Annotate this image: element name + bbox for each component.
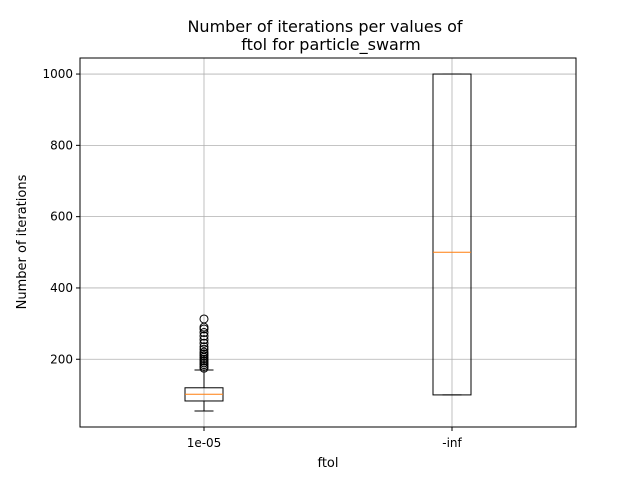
chart-title-line-2: ftol for particle_swarm	[241, 35, 420, 55]
x-tick-label: -inf	[442, 436, 462, 450]
y-tick-label: 600	[50, 210, 73, 224]
box-group	[184, 314, 224, 412]
box-iqr	[432, 73, 472, 396]
y-tick-label: 800	[50, 138, 73, 152]
outlier-point	[199, 344, 209, 354]
y-tick-label: 1000	[42, 67, 73, 81]
y-axis-label: Number of iterations	[15, 174, 30, 309]
y-tick-label: 200	[50, 352, 73, 366]
outlier-point	[199, 338, 209, 348]
x-tick-label: 1e-05	[187, 436, 222, 450]
plot-frame	[79, 57, 577, 428]
chart-title-line-1: Number of iterations per values of	[187, 17, 462, 36]
outlier-point	[199, 331, 209, 341]
outlier-point	[199, 347, 209, 357]
box-group	[432, 73, 472, 396]
box-plot-series	[184, 73, 472, 412]
outlier-point	[199, 335, 209, 345]
outlier-point	[199, 314, 209, 324]
x-axis-label: ftol	[317, 456, 338, 471]
y-tick-label: 400	[50, 281, 73, 295]
axes: 200 400 600 800 1000 1e-05 -inf	[42, 57, 577, 450]
outlier-point	[199, 342, 209, 352]
grid-lines	[80, 58, 576, 427]
outlier-point	[199, 328, 209, 338]
